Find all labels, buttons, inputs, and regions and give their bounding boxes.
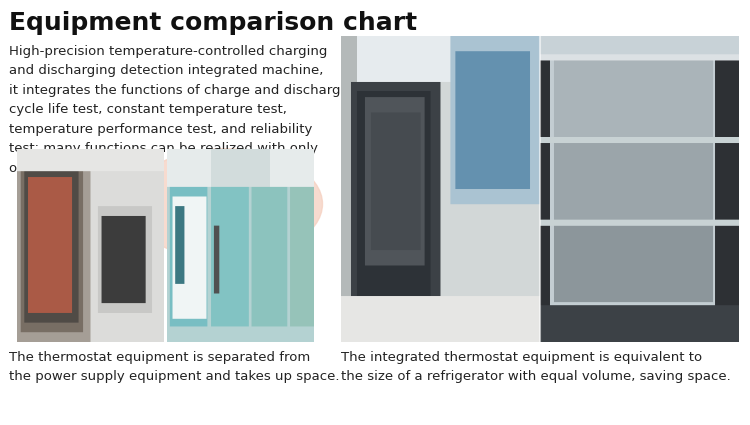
- Text: The integrated thermostat equipment is equivalent to
the size of a refrigerator : The integrated thermostat equipment is e…: [341, 351, 731, 383]
- Circle shape: [128, 149, 322, 259]
- Text: Equipment comparison chart: Equipment comparison chart: [9, 11, 417, 34]
- Text: High-precision temperature-controlled charging
and discharging detection integra: High-precision temperature-controlled ch…: [9, 45, 349, 175]
- Text: The thermostat equipment is separated from
the power supply equipment and takes : The thermostat equipment is separated fr…: [9, 351, 340, 383]
